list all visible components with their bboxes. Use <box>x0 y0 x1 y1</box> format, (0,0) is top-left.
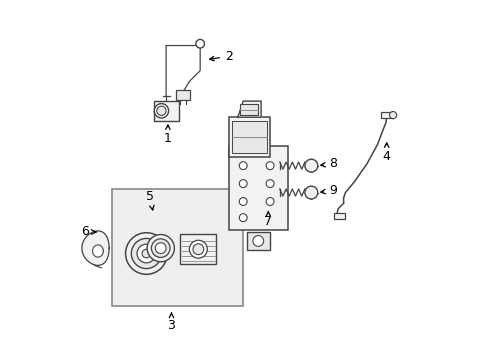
Bar <box>153 101 179 121</box>
Polygon shape <box>82 231 109 265</box>
Circle shape <box>142 249 151 258</box>
Circle shape <box>253 235 264 246</box>
Circle shape <box>305 186 318 199</box>
Bar <box>229 146 288 230</box>
Circle shape <box>131 238 161 269</box>
Text: 7: 7 <box>264 212 272 228</box>
Circle shape <box>196 40 204 48</box>
Bar <box>180 234 216 264</box>
Polygon shape <box>238 101 261 117</box>
Text: 4: 4 <box>383 143 391 163</box>
Circle shape <box>154 104 169 118</box>
Text: 1: 1 <box>164 125 172 145</box>
Bar <box>381 112 393 118</box>
Bar <box>240 104 258 116</box>
Circle shape <box>305 159 318 172</box>
Circle shape <box>239 180 247 188</box>
Circle shape <box>239 162 247 170</box>
Text: 6: 6 <box>81 225 96 238</box>
Text: 9: 9 <box>321 184 337 197</box>
Bar <box>247 232 270 250</box>
Circle shape <box>266 180 274 188</box>
Bar <box>229 117 270 157</box>
Text: 3: 3 <box>168 313 175 332</box>
Bar <box>176 90 191 100</box>
Circle shape <box>266 162 274 170</box>
Bar <box>232 121 267 153</box>
Circle shape <box>390 112 397 119</box>
Polygon shape <box>93 245 103 257</box>
Circle shape <box>157 106 166 116</box>
Bar <box>334 213 344 219</box>
Circle shape <box>193 244 204 255</box>
Circle shape <box>147 234 174 262</box>
Circle shape <box>239 198 247 206</box>
Text: 2: 2 <box>210 50 233 63</box>
Circle shape <box>137 244 156 263</box>
Circle shape <box>155 243 166 253</box>
Text: 5: 5 <box>146 190 154 210</box>
Circle shape <box>125 233 167 274</box>
Text: 8: 8 <box>321 157 337 170</box>
Circle shape <box>266 198 274 206</box>
Circle shape <box>239 214 247 222</box>
Bar <box>112 189 243 306</box>
Circle shape <box>190 240 207 258</box>
Circle shape <box>151 239 170 257</box>
